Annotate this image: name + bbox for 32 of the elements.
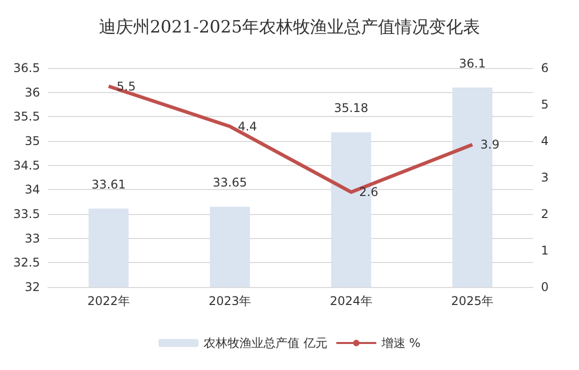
data-label: 33.61 (91, 178, 126, 192)
x-tick-label: 2024年 (330, 294, 372, 308)
y-tick-label: 35 (24, 134, 40, 148)
data-label: 2.6 (359, 185, 378, 200)
y-tick-label: 35.5 (13, 110, 40, 124)
x-tick-label: 2022年 (87, 294, 130, 308)
y-tick-label: 33 (24, 231, 40, 246)
y2-tick-label: 6 (541, 61, 549, 75)
y-tick-label: 32 (24, 280, 40, 294)
legend-label: 增速 % (380, 336, 421, 350)
y-tick-label: 36 (24, 85, 40, 100)
x-tick-label: 2023年 (208, 294, 252, 308)
data-label: 3.9 (480, 138, 500, 152)
data-label: 33.65 (212, 176, 248, 190)
data-label: 5.5 (116, 79, 136, 94)
y2-tick-label: 3 (541, 170, 549, 184)
y2-tick-label: 0 (541, 280, 549, 294)
x-tick-label: 2025年 (451, 294, 494, 308)
y-tick-label: 32.5 (13, 256, 40, 270)
y-tick-label: 33.5 (13, 207, 40, 221)
y-tick-label: 34.5 (13, 158, 40, 172)
y2-tick-label: 4 (541, 134, 549, 148)
data-label: 36.1 (459, 56, 486, 70)
chart-title: 迪庆州2021-2025年农林牧渔业总产值情况变化表 (98, 18, 480, 38)
y-tick-label: 36.5 (13, 61, 40, 75)
y2-tick-label: 5 (541, 98, 549, 112)
y2-tick-label: 1 (541, 244, 549, 258)
legend-label: 农林牧渔业总产值 亿元 (203, 336, 328, 350)
data-label: 4.4 (238, 119, 257, 134)
data-label: 35.18 (334, 101, 368, 116)
y2-tick-label: 2 (541, 207, 549, 221)
y-tick-label: 34 (24, 182, 40, 197)
